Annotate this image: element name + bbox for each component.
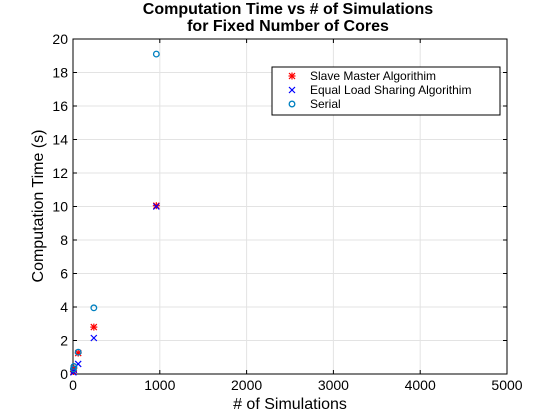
- y-tick-label: 20: [52, 31, 68, 47]
- x-tick-label: 4000: [405, 377, 436, 393]
- x-tick-label: 0: [69, 377, 77, 393]
- data-point-series-2: [74, 348, 82, 356]
- y-tick-label: 18: [52, 65, 68, 81]
- data-point-series-1: [152, 203, 160, 210]
- y-axis-label: Computation Time (s): [30, 130, 47, 283]
- data-point-series-2: [69, 365, 77, 373]
- y-tick-label: 2: [60, 333, 68, 349]
- x-tick-label: 1000: [144, 377, 175, 393]
- legend-box: [271, 66, 501, 116]
- legend-marker-0: [288, 72, 296, 80]
- data-point-series-2: [152, 50, 160, 58]
- x-tick-label: 5000: [491, 377, 522, 393]
- legend-label-1: Equal Load Sharing Algorithim: [310, 83, 471, 97]
- x-tick-label: 3000: [318, 377, 349, 393]
- y-tick-label: 14: [52, 132, 68, 148]
- y-tick-label: 6: [60, 266, 68, 282]
- x-axis-label: # of Simulations: [233, 396, 347, 413]
- chart-title-line1: Computation Time vs # of Simulations: [143, 1, 434, 18]
- y-tick-label: 0: [60, 366, 68, 382]
- data-points: [69, 50, 160, 376]
- chart-title-line2: for Fixed Number of Cores: [187, 18, 389, 35]
- legend-label-2: Serial: [310, 97, 341, 111]
- y-tick-label: 16: [52, 98, 68, 114]
- axis-ticks: 0 1000 2000 3000 4000 5000 0 2 4 6 8 10 12 14 16 18 20: [52, 31, 522, 393]
- y-tick-label: 4: [60, 299, 68, 315]
- data-point-series-1: [90, 334, 98, 342]
- y-tick-label: 8: [60, 232, 68, 248]
- data-point-series-2: [90, 304, 98, 312]
- data-point-series-2: [70, 363, 78, 370]
- x-tick-label: 2000: [231, 377, 262, 393]
- legend-label-0: Slave Master Algorithim: [310, 69, 436, 83]
- legend-marker-2: [288, 100, 296, 108]
- legend-marker-1: [288, 86, 296, 94]
- y-tick-label: 12: [52, 165, 68, 181]
- y-tick-label: 10: [52, 199, 68, 215]
- data-point-series-0: [90, 323, 98, 331]
